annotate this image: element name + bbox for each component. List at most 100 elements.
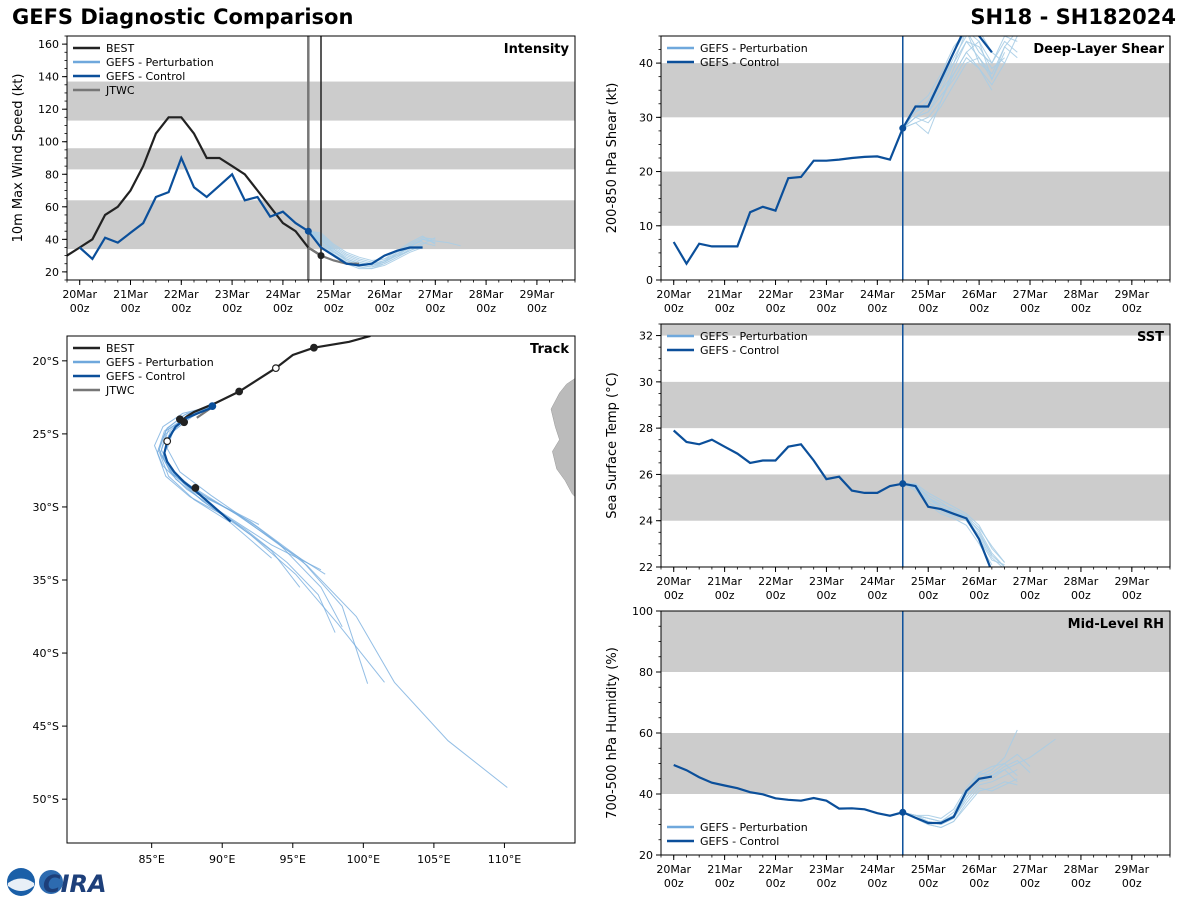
track-perturbation-line-6 [156, 405, 301, 588]
shear-perturbation-line-3 [902, 56, 993, 129]
rh-xtick-label-hour-9: 00z [1122, 877, 1142, 890]
intensity-ytick-label-2: 60 [45, 201, 59, 214]
intensity-perturbation-line-0 [307, 230, 461, 266]
sst-band-1 [661, 381, 1170, 429]
rh-xtick-label-hour-6: 00z [969, 877, 989, 890]
intensity-xtick-label-day-6: 26Mar [367, 288, 402, 301]
sst-xtick-label-hour-2: 00z [766, 589, 786, 602]
rh-xtick-label-day-2: 22Mar [758, 863, 793, 876]
rh-perturbation-line-3 [902, 778, 1018, 829]
track-ytick-label-2: 30°S [33, 501, 59, 514]
intensity-legend-label-0: BEST [106, 42, 134, 55]
track-best-marker-4 [180, 418, 189, 427]
sst-xtick-label-hour-7: 00z [1020, 589, 1040, 602]
sst-xtick-label-day-1: 21Mar [707, 575, 742, 588]
intensity-ytick-label-3: 80 [45, 168, 59, 181]
track-control-marker-1 [163, 437, 172, 446]
track-jtwc-line [196, 405, 215, 419]
track-ytick-label-0: 20°S [33, 355, 59, 368]
intensity-ytick-label-7: 160 [38, 38, 59, 51]
track-perturbation-line-0 [158, 405, 343, 628]
shear-legend-label-1: GEFS - Control [700, 56, 779, 69]
intensity-panel: 2040608010012014016020Mar00z21Mar00z22Ma… [11, 35, 576, 315]
shear-xtick-label-hour-1: 00z [715, 302, 735, 315]
shear-xtick-label-hour-5: 00z [918, 302, 938, 315]
intensity-ytick-label-6: 140 [38, 71, 59, 84]
shear-xtick-label-day-2: 22Mar [758, 288, 793, 301]
rh-ytick-label-0: 20 [639, 849, 653, 862]
track-perturbation-line-2 [162, 405, 369, 684]
sst-band-0 [661, 474, 1170, 521]
sst-xtick-label-day-3: 23Mar [809, 575, 844, 588]
intensity-best-marker [317, 252, 325, 260]
rh-ytick-label-4: 100 [632, 605, 653, 618]
rh-legend-label-0: GEFS - Perturbation [700, 821, 808, 834]
track-control-marker-2 [191, 484, 200, 492]
rh-xtick-label-hour-2: 00z [766, 877, 786, 890]
rh-xtick-label-hour-7: 00z [1020, 877, 1040, 890]
track-perturbation-line-7 [163, 405, 336, 633]
rh-xtick-label-hour-8: 00z [1071, 877, 1091, 890]
rh-band-1 [661, 611, 1170, 672]
shear-perturbation-line-8 [902, 40, 1018, 129]
sst-perturbation-line-6 [902, 483, 1005, 563]
intensity-ylabel: 10m Max Wind Speed (kt) [11, 74, 26, 243]
intensity-perturbation-line-9 [308, 230, 423, 268]
rh-xtick-label-hour-3: 00z [817, 877, 837, 890]
track-title: Track [530, 342, 569, 357]
intensity-perturbation-line-8 [308, 230, 436, 262]
track-ytick-label-3: 35°S [33, 574, 59, 587]
intensity-xtick-label-hour-9: 00z [527, 302, 547, 315]
rh-xtick-label-hour-0: 00z [664, 877, 684, 890]
shear-control-marker [899, 124, 907, 132]
intensity-perturbation-line-1 [308, 230, 436, 268]
shear-perturbation-line-9 [902, 51, 1006, 129]
sst-band-2 [661, 324, 1170, 336]
track-panel: 20°S 25°S 30°S 35°S 40°S 45°S 50°S 85°E 90°E 95°E… [33, 335, 576, 866]
track-ytick-label-1: 25°S [33, 428, 59, 441]
cira-logo: CIRA [7, 868, 107, 898]
rh-perturbation-line-5 [902, 768, 1018, 826]
intensity-xtick-label-day-0: 20Mar [62, 288, 97, 301]
intensity-xtick-label-hour-1: 00z [121, 302, 141, 315]
intensity-frame [66, 35, 576, 281]
sst-frame [660, 323, 1171, 568]
intensity-xtick-label-day-9: 29Mar [520, 288, 555, 301]
rh-perturbation-line-0 [902, 729, 1018, 823]
sst-perturbation-line-2 [902, 483, 1005, 563]
intensity-xtick-label-hour-7: 00z [425, 302, 445, 315]
intensity-perturbation-line-4 [308, 230, 436, 263]
intensity-jtwc-line [307, 246, 360, 265]
rh-xtick-label-day-6: 26Mar [962, 863, 997, 876]
sst-perturbation-line-5 [902, 483, 1003, 567]
intensity-perturbation-line-3 [307, 230, 423, 270]
sst-ytick-label-4: 30 [639, 376, 653, 389]
shear-xtick-label-hour-0: 00z [664, 302, 684, 315]
shear-band-1 [661, 63, 1170, 118]
sst-xtick-label-day-4: 24Mar [860, 575, 895, 588]
track-xtick-label-1: 90°E [209, 853, 235, 866]
rh-ytick-label-1: 40 [639, 788, 653, 801]
shear-xtick-label-day-7: 27Mar [1013, 288, 1048, 301]
sst-ytick-label-0: 22 [639, 561, 653, 574]
shear-xtick-label-day-6: 26Mar [962, 288, 997, 301]
rh-perturbation-line-7 [902, 781, 1018, 829]
shear-xtick-label-hour-4: 00z [867, 302, 887, 315]
track-xtick-label-2: 95°E [280, 853, 306, 866]
sst-ytick-label-1: 24 [639, 515, 653, 528]
rh-frame [660, 610, 1171, 856]
shear-ytick-label-2: 20 [639, 166, 653, 179]
sst-xtick-label-hour-5: 00z [918, 589, 938, 602]
sst-xtick-label-hour-9: 00z [1122, 589, 1142, 602]
intensity-xtick-label-day-2: 22Mar [164, 288, 199, 301]
shear-xtick-label-hour-7: 00z [1020, 302, 1040, 315]
rh-perturbation-line-1 [902, 769, 1018, 826]
shear-xtick-label-day-0: 20Mar [656, 288, 691, 301]
globe-icon [39, 870, 63, 894]
shear-xtick-label-day-4: 24Mar [860, 288, 895, 301]
shear-xtick-label-day-3: 23Mar [809, 288, 844, 301]
intensity-ytick-label-4: 100 [38, 136, 59, 149]
storm-id-title: SH18 - SH182024 [970, 5, 1176, 29]
shear-ytick-label-4: 40 [639, 57, 653, 70]
